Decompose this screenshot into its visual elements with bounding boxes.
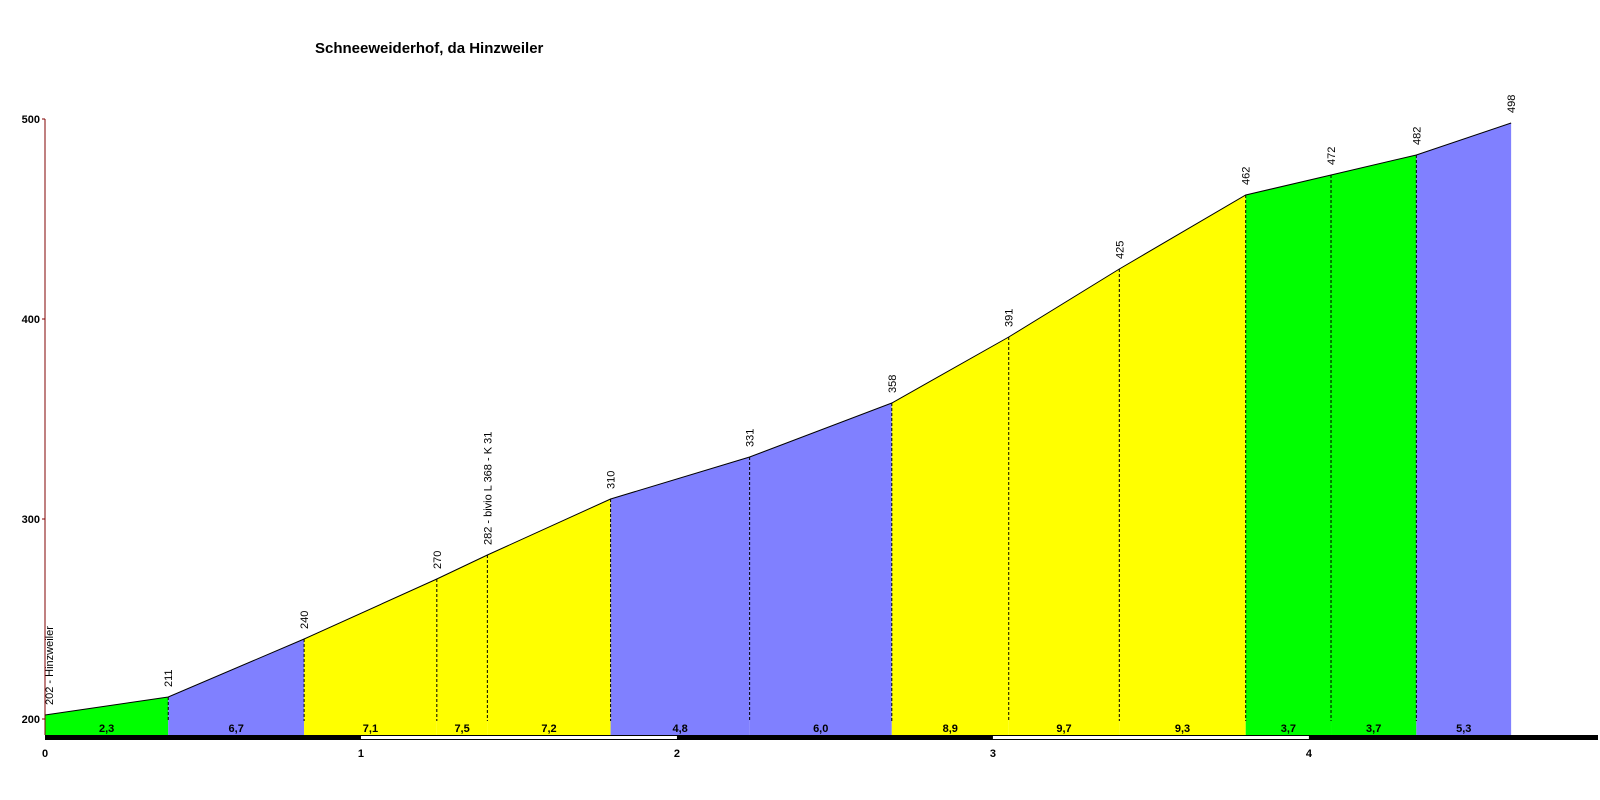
y-tick-label: 300 [22,514,40,526]
elevation-label: 498 [1506,95,1518,113]
km-stripe [360,736,677,739]
elevation-label: 462 [1241,167,1253,185]
gradient-label: 5,3 [1456,723,1471,735]
gradient-label: 4,8 [672,723,687,735]
gradient-label: 8,9 [943,723,958,735]
profile-line [44,122,1512,716]
segment [487,499,611,735]
gradient-label: 3,7 [1366,723,1381,735]
y-tick-label: 400 [22,314,40,326]
elevation-label: 425 [1114,241,1126,259]
gradient-label: 7,1 [363,723,378,735]
segment [1119,195,1246,735]
elevation-label: 310 [606,471,618,489]
x-tick-label: 2 [674,748,680,760]
segment [45,697,169,735]
gradient-label: 9,7 [1056,723,1071,735]
segment [1245,175,1332,735]
gradient-label: 7,5 [454,723,469,735]
segment [1416,123,1512,735]
gradient-label: 6,7 [229,723,244,735]
elevation-label: 202 - Hinzweiler [44,626,56,705]
km-stripe [992,736,1309,739]
gradient-label: 2,3 [99,723,114,735]
elevation-label: 331 [745,429,757,447]
segment [749,403,892,735]
gradient-label: 7,2 [541,723,556,735]
gradient-label: 9,3 [1175,723,1190,735]
elevation-label: 211 [163,669,175,687]
elevation-label: 270 [432,551,444,569]
y-tick-label: 500 [22,114,40,126]
segment [610,457,750,735]
x-tick-label: 1 [358,748,364,760]
elevation-label: 282 - bivio L 368 - K 31 [482,432,494,545]
x-tick-label: 3 [990,748,996,760]
gradient-label: 6,0 [813,723,828,735]
gradient-label: 3,7 [1281,723,1296,735]
elevation-label: 358 [887,375,899,393]
x-tick-label: 0 [42,748,48,760]
segment [168,639,305,735]
segment [436,555,488,735]
segment [1008,269,1120,735]
elevation-label: 391 [1004,309,1016,327]
elevation-label: 472 [1326,147,1338,165]
segment [1331,155,1417,735]
chart-title: Schneeweiderhof, da Hinzweiler [315,40,544,57]
elevation-label: 240 [299,611,311,629]
elevation-label: 482 [1411,127,1423,145]
segment [304,579,437,735]
x-tick-label: 4 [1306,748,1313,760]
y-tick-label: 200 [22,714,40,726]
segment [891,337,1009,735]
km-bar [45,735,1598,740]
